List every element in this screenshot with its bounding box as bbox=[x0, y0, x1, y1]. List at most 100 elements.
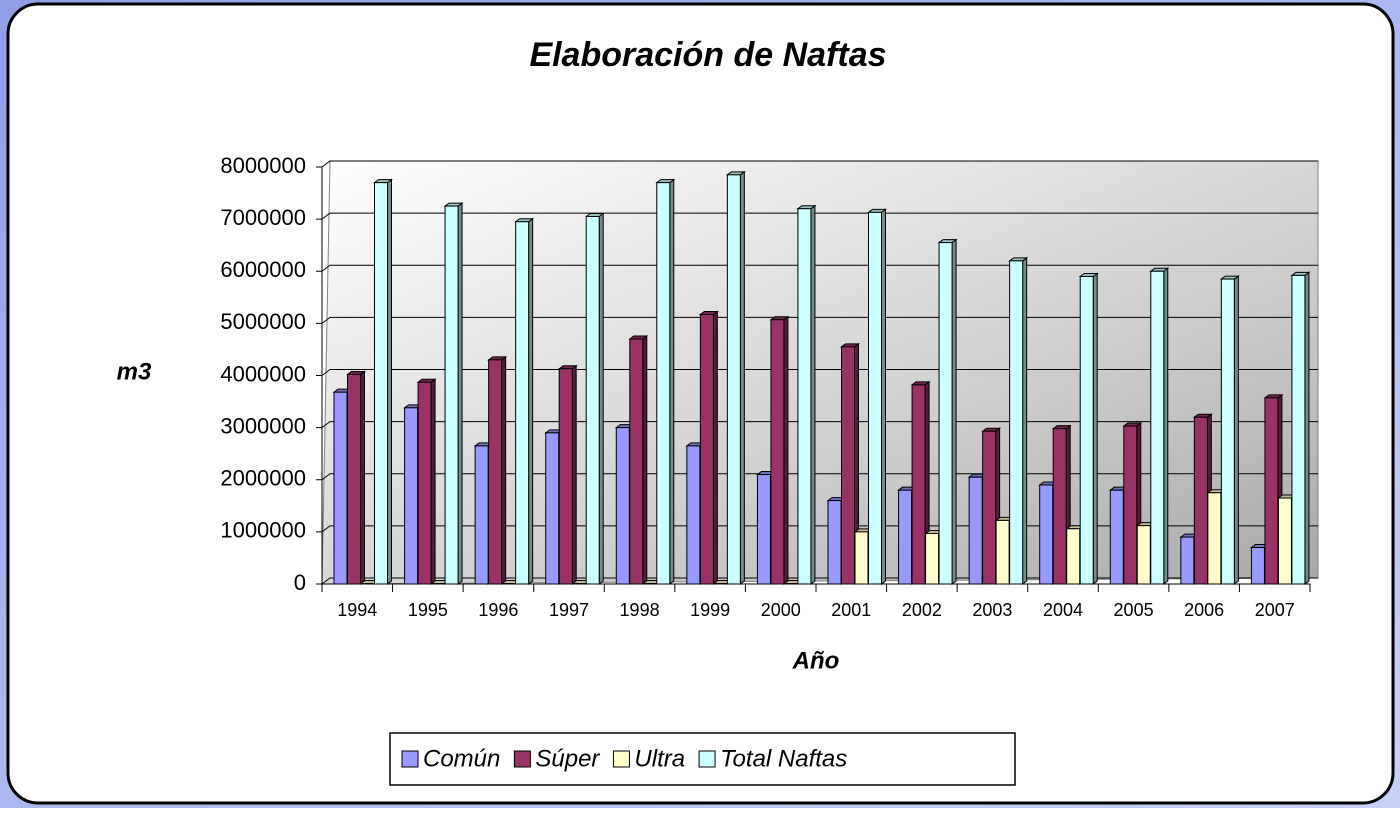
bar bbox=[911, 384, 926, 585]
x-tick-label: 2006 bbox=[1184, 600, 1224, 620]
bar bbox=[1264, 397, 1279, 585]
legend-swatch bbox=[698, 750, 716, 768]
bar bbox=[770, 319, 785, 585]
bar bbox=[572, 582, 587, 585]
bar-side bbox=[712, 310, 718, 585]
bar-side bbox=[1233, 275, 1239, 585]
legend-swatch bbox=[513, 750, 531, 768]
bar bbox=[474, 445, 489, 585]
x-tick-label: 2003 bbox=[972, 600, 1012, 620]
bar bbox=[686, 445, 701, 585]
bar-side bbox=[360, 370, 365, 585]
bar bbox=[1039, 484, 1054, 585]
x-tick-label: 1999 bbox=[690, 600, 730, 620]
legend-swatch bbox=[612, 750, 630, 768]
bar bbox=[1109, 489, 1124, 585]
x-tick-label: 1996 bbox=[478, 600, 518, 620]
legend-label: Total Naftas bbox=[720, 745, 847, 772]
bar bbox=[1207, 492, 1222, 585]
bar bbox=[1180, 536, 1195, 585]
bar bbox=[968, 476, 983, 585]
y-tick-label: 8000000 bbox=[220, 153, 306, 178]
bar bbox=[1277, 497, 1292, 585]
bar-side bbox=[951, 238, 957, 585]
y-axis-label: m3 bbox=[117, 358, 152, 385]
y-tick-label: 4000000 bbox=[220, 361, 306, 386]
bar-side bbox=[642, 335, 648, 585]
y-tick-label: 6000000 bbox=[220, 257, 306, 282]
bar bbox=[797, 208, 812, 585]
bar-side bbox=[430, 378, 436, 585]
bar-side bbox=[1304, 271, 1310, 585]
x-tick-label: 1998 bbox=[620, 600, 660, 620]
bar-side bbox=[571, 364, 577, 585]
legend-label: Ultra bbox=[634, 745, 685, 772]
bar-side bbox=[1092, 272, 1098, 585]
bar bbox=[1291, 274, 1306, 585]
bar-side bbox=[457, 202, 463, 585]
x-tick-label: 2002 bbox=[902, 600, 942, 620]
bar bbox=[1193, 416, 1208, 585]
bar bbox=[1150, 270, 1165, 585]
y-tick-label: 3000000 bbox=[220, 413, 306, 438]
bar bbox=[699, 314, 714, 585]
bar bbox=[925, 532, 940, 585]
bar bbox=[615, 427, 630, 585]
bar bbox=[1052, 428, 1067, 585]
grid-line bbox=[321, 421, 1318, 429]
x-tick-label: 1995 bbox=[408, 600, 448, 620]
bar bbox=[827, 500, 842, 585]
bar-side bbox=[669, 178, 675, 585]
bar bbox=[995, 519, 1010, 585]
bar bbox=[726, 174, 741, 585]
bar-side bbox=[739, 170, 745, 585]
grid-line bbox=[321, 316, 1318, 324]
bar bbox=[868, 211, 882, 585]
bar bbox=[854, 531, 869, 585]
bar bbox=[656, 182, 671, 585]
bar bbox=[1123, 425, 1138, 585]
x-tick-label: 2005 bbox=[1114, 600, 1154, 620]
legend-box bbox=[389, 732, 1016, 786]
bar-side bbox=[1163, 267, 1169, 585]
x-tick-label: 1997 bbox=[549, 600, 589, 620]
bar-side bbox=[528, 217, 534, 585]
bar bbox=[841, 346, 855, 585]
x-tick-label: 2000 bbox=[761, 600, 801, 620]
bar bbox=[1136, 525, 1151, 585]
bar bbox=[783, 582, 798, 585]
legend-label: Súper bbox=[535, 745, 600, 772]
y-tick-label: 2000000 bbox=[220, 466, 306, 491]
bar-side bbox=[501, 355, 507, 585]
bar-side bbox=[598, 212, 604, 585]
bar bbox=[545, 432, 560, 585]
bar bbox=[1250, 547, 1265, 585]
bar-side bbox=[387, 178, 392, 585]
x-tick-label: 2007 bbox=[1255, 600, 1295, 620]
bar bbox=[347, 373, 361, 585]
y-tick-label: 5000000 bbox=[220, 309, 306, 334]
legend-label: Común bbox=[423, 745, 500, 772]
bar bbox=[488, 359, 503, 585]
bar bbox=[360, 582, 375, 585]
bar bbox=[1066, 528, 1081, 585]
bar bbox=[713, 582, 728, 585]
bar bbox=[1009, 260, 1024, 585]
bar bbox=[898, 489, 913, 585]
bar bbox=[333, 391, 348, 585]
bar bbox=[982, 430, 997, 585]
x-tick-label: 2001 bbox=[831, 600, 871, 620]
bar bbox=[374, 182, 388, 585]
bar bbox=[1220, 278, 1235, 585]
chart-title: Elaboración de Naftas bbox=[529, 36, 886, 74]
bar bbox=[501, 582, 516, 585]
bar-side bbox=[881, 208, 886, 585]
bar bbox=[756, 474, 771, 585]
grid-line bbox=[321, 160, 1318, 168]
x-tick-label: 2004 bbox=[1043, 600, 1083, 620]
bar bbox=[558, 368, 573, 585]
bar bbox=[629, 338, 644, 585]
bar-side bbox=[1022, 256, 1028, 586]
